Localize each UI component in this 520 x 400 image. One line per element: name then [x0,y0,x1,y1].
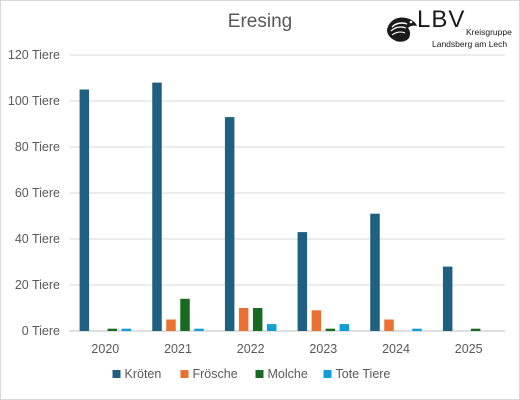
bar [339,324,350,331]
legend-label: Molche [268,367,308,381]
x-tick-label: 2023 [309,342,337,356]
y-tick-label: 80 Tiere [15,140,60,154]
bar [412,328,422,331]
y-tick-label: 20 Tiere [15,278,60,292]
legend-label: Frösche [193,367,238,381]
bar [166,319,176,331]
bar [252,308,263,331]
legend-label: Kröten [125,367,162,381]
logo-line-1: Kreisgruppe [466,27,512,37]
legend-swatch [255,370,264,378]
bar [121,328,132,331]
bird-logo-icon [387,17,417,42]
bar [325,328,336,331]
bar [266,324,277,331]
y-tick-label: 120 Tiere [8,48,60,62]
bar [311,310,322,331]
x-tick-label: 2025 [455,342,483,356]
bar [79,89,90,331]
legend-swatch [323,370,332,378]
bar [194,328,204,331]
bar [224,117,235,331]
logo-line-2: Landsberg am Lech [432,39,508,49]
lbv-logo: LBV Kreisgruppe Landsberg am Lech [384,6,516,50]
y-tick-label: 60 Tiere [15,186,60,200]
bar [442,266,453,331]
legend-swatch [180,370,189,378]
legend-swatch [112,370,121,378]
x-tick-label: 2020 [91,342,119,356]
x-tick-label: 2021 [164,342,192,356]
bar [384,319,394,331]
bar [238,308,249,331]
bar [152,82,162,331]
y-tick-label: 0 Tiere [22,324,60,338]
legend-label: Tote Tiere [336,367,391,381]
bar [180,298,190,331]
logo-name: LBV [417,6,466,33]
y-tick-label: 40 Tiere [15,232,60,246]
bar [470,328,481,331]
bar [370,213,380,331]
bar [107,328,118,331]
chart-title: Eresing [227,11,293,32]
x-tick-label: 2024 [382,342,410,356]
y-tick-label: 100 Tiere [8,94,60,108]
x-tick-label: 2022 [237,342,265,356]
bar [297,232,308,331]
